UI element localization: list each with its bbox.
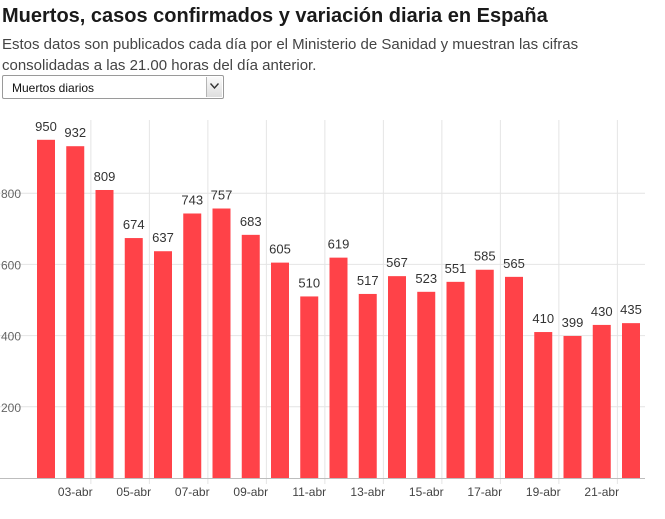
bar xyxy=(563,335,582,478)
bar-value-label: 619 xyxy=(328,237,350,252)
bar-value-label: 950 xyxy=(35,119,57,134)
bar xyxy=(241,234,260,478)
bar-value-label: 743 xyxy=(181,192,203,207)
bar-value-label: 637 xyxy=(152,230,174,245)
bar-value-label: 399 xyxy=(562,315,584,330)
bar-value-label: 567 xyxy=(386,255,408,270)
bar-value-label: 517 xyxy=(357,273,379,288)
bar xyxy=(446,281,465,478)
bar-value-label: 551 xyxy=(445,261,467,276)
bar xyxy=(95,189,114,478)
bar xyxy=(417,291,436,478)
bar xyxy=(183,213,202,478)
bar xyxy=(271,262,289,478)
bar xyxy=(592,324,611,478)
bar-value-label: 683 xyxy=(240,214,262,229)
bar xyxy=(358,293,377,478)
x-tick-label: 17-abr xyxy=(467,485,502,499)
bar xyxy=(622,323,640,478)
bar xyxy=(505,276,523,478)
bar xyxy=(66,146,85,478)
x-tick-label: 19-abr xyxy=(526,485,561,499)
bar xyxy=(475,269,494,478)
bar-value-label: 585 xyxy=(474,249,496,264)
y-tick-label: 800 xyxy=(1,187,21,201)
x-tick-label: 03-abr xyxy=(58,485,93,499)
bar-value-label: 410 xyxy=(532,311,554,326)
bar xyxy=(329,257,348,478)
bar xyxy=(212,208,231,478)
bar-value-label: 565 xyxy=(503,256,525,271)
chart-title: Muertos, casos confirmados y variación d… xyxy=(2,5,548,27)
y-tick-label: 600 xyxy=(1,258,21,272)
bar-value-label: 510 xyxy=(298,275,320,290)
bar xyxy=(124,238,143,478)
x-tick-label: 21-abr xyxy=(584,485,619,499)
bar-value-label: 605 xyxy=(269,242,291,257)
bar-value-label: 435 xyxy=(620,302,642,317)
x-tick-label: 15-abr xyxy=(409,485,444,499)
bar-value-label: 757 xyxy=(211,188,233,203)
bar-value-label: 932 xyxy=(64,125,86,140)
bar xyxy=(388,276,406,478)
x-tick-label: 09-abr xyxy=(233,485,268,499)
x-tick-label: 07-abr xyxy=(175,485,210,499)
chart-subtitle: Estos datos son publicados cada día por … xyxy=(2,36,579,74)
metric-select[interactable]: Muertos diarios xyxy=(2,75,224,99)
bar xyxy=(300,296,319,478)
bar-value-label: 674 xyxy=(123,217,145,232)
x-tick-label: 11-abr xyxy=(292,485,326,499)
x-tick-label: 05-abr xyxy=(116,485,151,499)
bar-value-label: 523 xyxy=(415,271,437,286)
bar-value-label: 430 xyxy=(591,304,613,319)
metric-select-value: Muertos diarios xyxy=(12,81,95,95)
bar xyxy=(154,251,172,478)
chevron-down-icon xyxy=(210,83,219,89)
bar xyxy=(37,139,55,479)
y-tick-label: 400 xyxy=(1,330,21,344)
footer-note xyxy=(0,511,665,519)
x-tick-label: 13-abr xyxy=(350,485,385,499)
bar-value-label: 809 xyxy=(94,169,116,184)
bar-chart: 200 400 600 800 950 932 809 674 637 743 757 683 605 5… xyxy=(0,119,645,499)
dropdown-button[interactable] xyxy=(206,77,222,97)
bar xyxy=(534,332,553,478)
y-tick-label: 200 xyxy=(1,401,21,415)
